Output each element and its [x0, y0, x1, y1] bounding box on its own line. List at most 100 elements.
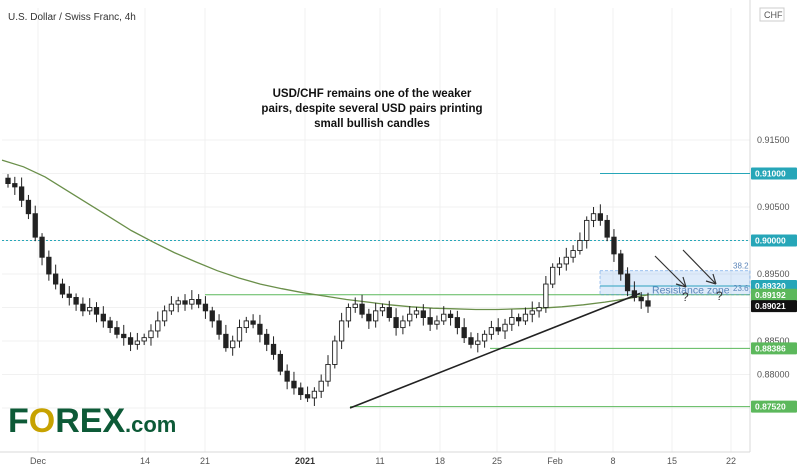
- bear-candle: [447, 313, 454, 319]
- x-tick-label: 8: [610, 456, 615, 466]
- bull-candle: [556, 263, 563, 268]
- bull-candle: [563, 256, 569, 265]
- bear-candle: [277, 353, 283, 372]
- price-tag-0.89192: [751, 288, 797, 301]
- bear-candle: [209, 310, 215, 322]
- bull-candle: [338, 320, 345, 342]
- bear-candle: [46, 256, 52, 275]
- bull-candle: [407, 313, 413, 322]
- bear-candle: [386, 307, 392, 319]
- bull-candle: [536, 307, 542, 312]
- current-price-text: 0.89021: [755, 301, 786, 311]
- bear-candle: [80, 303, 86, 312]
- bull-candle: [148, 330, 154, 339]
- bull-candle: [434, 320, 440, 325]
- bull-candle: [400, 320, 406, 329]
- bull-candle: [332, 340, 338, 365]
- resistance-zone-label: Resistance zone: [652, 284, 730, 296]
- bear-candle: [468, 337, 474, 345]
- bull-candle: [155, 320, 161, 332]
- bear-candle: [359, 303, 365, 315]
- x-tick-label: 11: [375, 456, 384, 466]
- bear-candle: [107, 320, 113, 329]
- bull-candle: [529, 310, 535, 315]
- bear-candle: [100, 313, 106, 322]
- price-tag-text: 0.89320: [755, 281, 786, 291]
- bull-candle: [352, 303, 358, 308]
- bear-candle: [284, 370, 290, 382]
- question-mark-1: ?: [682, 290, 689, 304]
- bull-candle: [481, 333, 488, 342]
- fib-38-2-label: 38.2: [733, 262, 749, 271]
- currency-badge[interactable]: [759, 7, 785, 22]
- x-tick-label: Dec: [30, 456, 47, 466]
- bear-candle: [618, 253, 624, 275]
- bear-candle: [66, 293, 72, 298]
- bear-candle: [5, 177, 11, 185]
- bull-candle: [175, 300, 181, 305]
- bear-candle: [393, 317, 399, 329]
- price-tag-text: 0.90000: [755, 236, 786, 246]
- bear-candle: [93, 307, 100, 315]
- bear-candle: [427, 317, 433, 325]
- bull-candle: [87, 307, 93, 312]
- bear-candle: [298, 387, 304, 396]
- bull-candle: [475, 340, 481, 345]
- x-tick-label: 18: [435, 456, 445, 466]
- bull-candle: [584, 219, 590, 241]
- y-tick-label: 0.90500: [757, 202, 790, 212]
- bull-candle: [379, 307, 386, 312]
- price-tag-text: 0.89192: [755, 290, 786, 300]
- annotation-line-2: pairs, despite several USD pairs printin…: [261, 103, 482, 115]
- bull-candle: [413, 310, 420, 315]
- bull-candle: [577, 240, 583, 252]
- bear-candle: [127, 337, 134, 345]
- bear-candle: [223, 333, 229, 349]
- bull-candle: [230, 340, 236, 349]
- bear-candle: [73, 297, 79, 305]
- projection-arrows: ? ?: [654, 249, 723, 304]
- bear-candle: [195, 299, 202, 305]
- bear-candle: [250, 320, 256, 325]
- fib-23-6-label: 23.6: [733, 284, 749, 293]
- question-mark-2: ?: [716, 289, 723, 303]
- price-tag-text: 0.91000: [755, 169, 786, 179]
- bear-candle: [32, 213, 38, 238]
- annotation-text: USD/CHF remains one of the weaker pairs,…: [261, 88, 482, 130]
- bull-candle: [502, 323, 508, 332]
- y-tick-label: 0.91500: [757, 135, 790, 145]
- bear-candle: [291, 380, 297, 389]
- bear-candle: [264, 333, 270, 345]
- candlesticks: [5, 174, 651, 406]
- x-tick-label: 2021: [295, 456, 315, 466]
- bear-candle: [420, 310, 426, 319]
- bear-candle: [59, 283, 66, 295]
- bull-candle: [134, 340, 141, 345]
- annotation-line-1: USD/CHF remains one of the weaker: [273, 88, 472, 100]
- bull-candle: [570, 250, 576, 258]
- bull-candle: [522, 313, 529, 322]
- chart-title: U.S. Dollar / Swiss Franc, 4h: [8, 12, 136, 23]
- bear-candle: [645, 300, 651, 307]
- bull-candle: [509, 317, 515, 325]
- x-tick-label: Feb: [547, 456, 563, 466]
- x-tick-label: 22: [726, 456, 736, 466]
- bear-candle: [366, 313, 372, 322]
- bull-candle: [189, 299, 195, 305]
- trendline: [349, 292, 641, 409]
- bear-candle: [597, 213, 603, 221]
- bull-candle: [590, 213, 597, 221]
- y-tick-label: 0.89500: [757, 269, 790, 279]
- price-tag-0.91000: [751, 167, 797, 180]
- bull-candle: [311, 390, 318, 399]
- bull-candle: [161, 310, 168, 322]
- y-tick-label: 0.88000: [757, 370, 790, 380]
- x-tick-label: 25: [492, 456, 502, 466]
- bear-candle: [53, 273, 59, 285]
- current-price-tag: [751, 300, 797, 313]
- bull-candle: [543, 283, 549, 308]
- bull-candle: [325, 364, 331, 382]
- bear-candle: [257, 323, 263, 335]
